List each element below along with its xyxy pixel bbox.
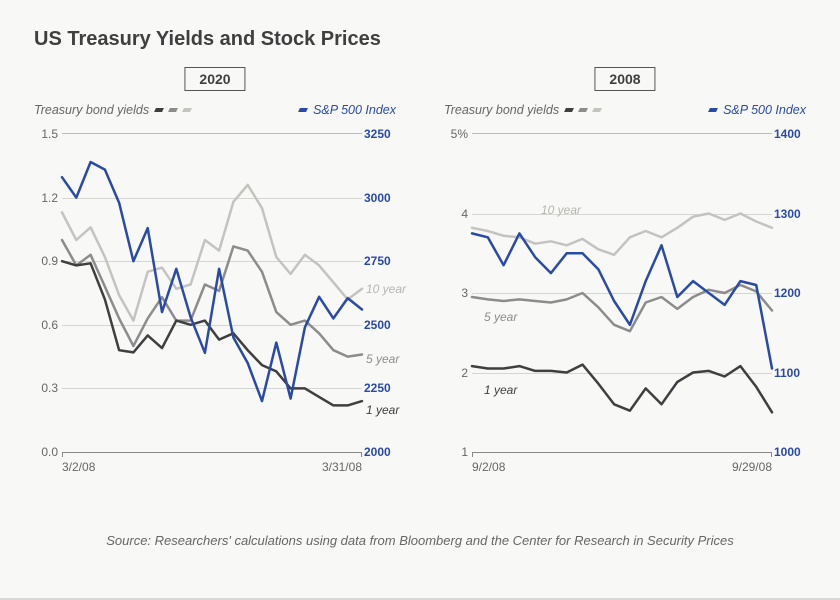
chart-area-right: 12345%100011001200130014009/2/089/29/081… xyxy=(472,133,772,453)
y-right-tick: 2750 xyxy=(364,254,400,268)
swatch-y10 xyxy=(182,108,192,112)
y-left-tick: 4 xyxy=(442,207,468,221)
panel-2020: 2020 Treasury bond yields S&P 500 Index … xyxy=(34,71,396,511)
y-right-tick: 1000 xyxy=(774,445,810,459)
legend-left: Treasury bond yields xyxy=(34,103,191,117)
y-left-tick: 2 xyxy=(442,366,468,380)
panel-year-label: 2008 xyxy=(594,67,655,91)
y-left-tick: 0.0 xyxy=(32,445,58,459)
chart-area-left: 0.00.30.60.91.21.52000225025002750300032… xyxy=(62,133,362,453)
x-tick-mark xyxy=(361,452,362,457)
series-sp500 xyxy=(62,162,362,401)
y-right-tick: 1100 xyxy=(774,366,810,380)
x-tick-start: 9/2/08 xyxy=(472,460,505,474)
swatch-sp500 xyxy=(708,108,718,112)
legend-left-label: Treasury bond yields xyxy=(444,103,559,117)
y-right-tick: 1400 xyxy=(774,127,810,141)
y-left-tick: 5% xyxy=(442,127,468,141)
series-inline-label: 10 year xyxy=(366,282,406,296)
x-tick-mark xyxy=(771,452,772,457)
swatch-y1 xyxy=(154,108,164,112)
series-inline-label: 10 year xyxy=(541,203,581,217)
y-right-tick: 3000 xyxy=(364,191,400,205)
panel-2008: 2008 Treasury bond yields S&P 500 Index … xyxy=(444,71,806,511)
panels-row: 2020 Treasury bond yields S&P 500 Index … xyxy=(34,71,806,511)
chart-figure: US Treasury Yields and Stock Prices 2020… xyxy=(0,0,840,600)
series-inline-label: 5 year xyxy=(366,352,399,366)
y-left-tick: 3 xyxy=(442,286,468,300)
y-right-tick: 1200 xyxy=(774,286,810,300)
y-left-tick: 1 xyxy=(442,445,468,459)
series-inline-label: 5 year xyxy=(484,310,517,324)
series-inline-label: 1 year xyxy=(366,403,399,417)
x-tick-mark xyxy=(62,452,63,457)
series-1year xyxy=(62,261,362,405)
x-tick-end: 9/29/08 xyxy=(732,460,772,474)
y-left-tick: 0.6 xyxy=(32,318,58,332)
swatch-y1 xyxy=(564,108,574,112)
series-sp500 xyxy=(472,233,772,368)
y-right-tick: 1300 xyxy=(774,207,810,221)
y-right-tick: 2500 xyxy=(364,318,400,332)
y-right-tick: 2250 xyxy=(364,381,400,395)
legend-right-label: S&P 500 Index xyxy=(723,103,806,117)
legend-right-label: S&P 500 Index xyxy=(313,103,396,117)
y-left-tick: 1.5 xyxy=(32,127,58,141)
swatch-y5 xyxy=(168,108,178,112)
swatch-y10 xyxy=(592,108,602,112)
chart-title: US Treasury Yields and Stock Prices xyxy=(34,28,806,51)
legend-right: S&P 500 Index xyxy=(709,103,806,117)
panel-year-label: 2020 xyxy=(184,67,245,91)
legend-right: S&P 500 Index xyxy=(299,103,396,117)
x-tick-row: 9/2/08 9/29/08 xyxy=(472,460,772,474)
legend-row: Treasury bond yields S&P 500 Index xyxy=(444,103,806,117)
y-left-tick: 0.3 xyxy=(32,381,58,395)
series-5year xyxy=(472,285,772,331)
y-right-tick: 2000 xyxy=(364,445,400,459)
legend-row: Treasury bond yields S&P 500 Index xyxy=(34,103,396,117)
y-right-tick: 3250 xyxy=(364,127,400,141)
swatch-y5 xyxy=(578,108,588,112)
y-left-tick: 0.9 xyxy=(32,254,58,268)
series-svg xyxy=(472,134,772,452)
x-tick-end: 3/31/08 xyxy=(322,460,362,474)
series-10year xyxy=(472,214,772,255)
x-tick-mark xyxy=(472,452,473,457)
series-5year xyxy=(62,240,362,357)
legend-left: Treasury bond yields xyxy=(444,103,601,117)
series-svg xyxy=(62,134,362,452)
chart-source: Source: Researchers' calculations using … xyxy=(34,533,806,548)
swatch-sp500 xyxy=(298,108,308,112)
series-inline-label: 1 year xyxy=(484,383,517,397)
x-tick-row: 3/2/08 3/31/08 xyxy=(62,460,362,474)
x-tick-start: 3/2/08 xyxy=(62,460,95,474)
legend-left-label: Treasury bond yields xyxy=(34,103,149,117)
y-left-tick: 1.2 xyxy=(32,191,58,205)
